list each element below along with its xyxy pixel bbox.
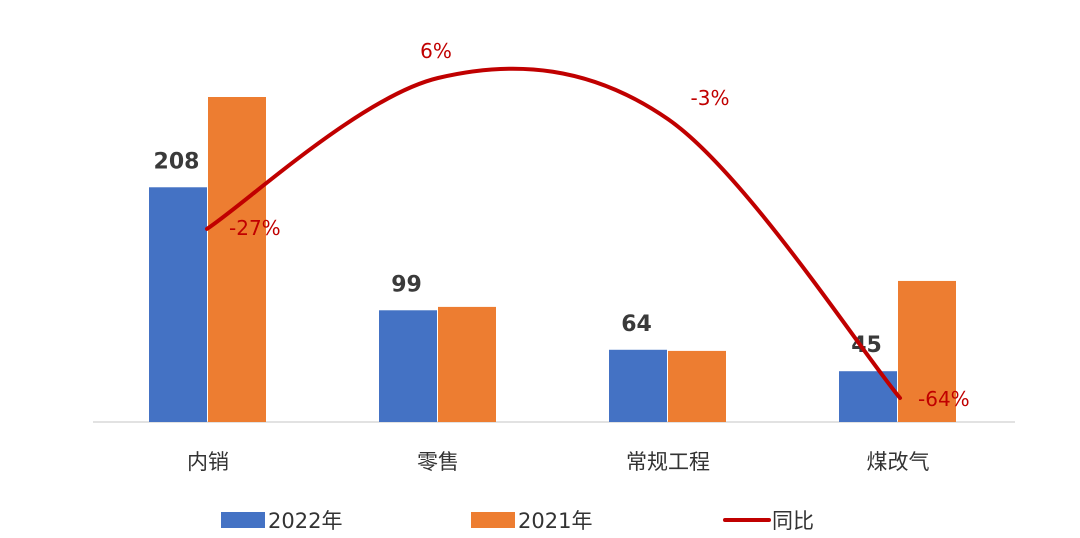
bar-2022-3 [839, 371, 897, 422]
yoy-labels: -27% 6% -3% -64% [229, 39, 970, 411]
legend-swatch [221, 512, 265, 528]
yoy-line [205, 66, 902, 400]
category-label: 常规工程 [626, 450, 710, 474]
bar-value-label: 208 [154, 149, 200, 174]
category-label: 内销 [187, 450, 229, 474]
yoy-label: -27% [229, 216, 281, 240]
bar-2021-2 [668, 350, 726, 422]
bar-2021-0 [208, 97, 266, 422]
bar-value-label: 64 [621, 312, 652, 337]
category-label: 煤改气 [867, 450, 930, 474]
bar-value-label: 99 [391, 272, 422, 297]
bar-2021-1 [438, 306, 496, 422]
legend-label: 2022年 [268, 509, 342, 533]
bar-2022-0 [149, 187, 207, 422]
category-label: 零售 [417, 450, 459, 474]
legend-label: 同比 [772, 509, 814, 533]
category-labels: 内销 零售 常规工程 煤改气 [187, 450, 930, 474]
bar-2022-2 [609, 349, 667, 422]
bar-2022-1 [379, 310, 437, 422]
yoy-label: 6% [420, 39, 452, 63]
legend: 2022年 2021年 同比 [221, 509, 814, 533]
legend-label: 2021年 [518, 509, 592, 533]
legend-swatch [471, 512, 515, 528]
bars-layer [149, 97, 956, 422]
yoy-label: -64% [918, 387, 970, 411]
bar-2021-3 [898, 280, 956, 422]
yoy-label: -3% [691, 86, 730, 110]
